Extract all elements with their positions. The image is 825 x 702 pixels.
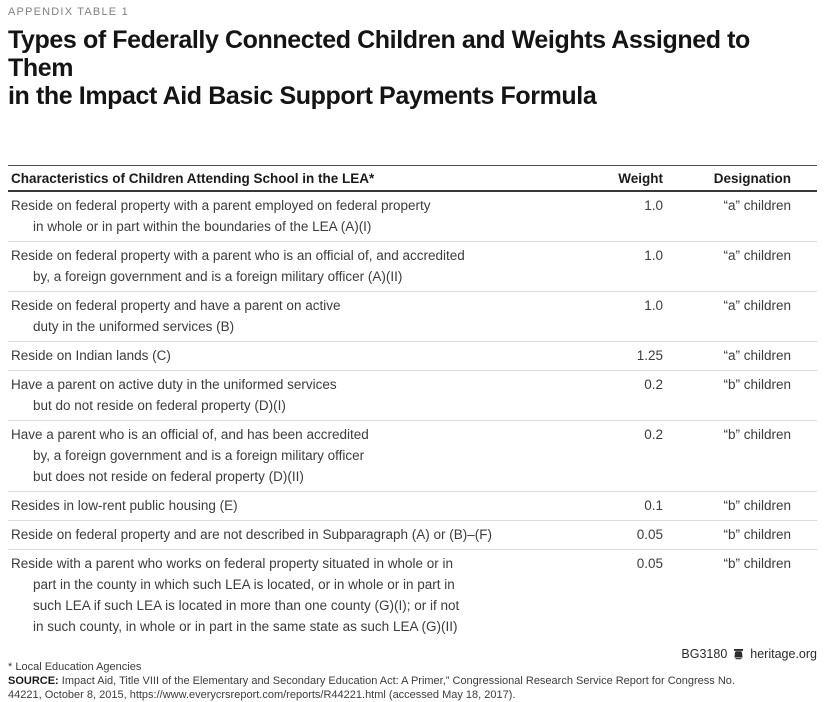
weight-value: 1.0 [573,295,663,337]
characteristic-line: Resides in low-rent public housing (E) [11,495,573,516]
characteristic-line: by, a foreign government and is a foreig… [11,266,573,287]
characteristic-cell: Reside with a parent who works on federa… [8,553,573,637]
characteristic-line: Reside with a parent who works on federa… [11,553,573,574]
characteristic-cell: Have a parent who is an official of, and… [8,424,573,487]
footnotes: * Local Education Agencies SOURCE: Impac… [8,661,817,702]
characteristic-cell: Reside on Indian lands (C) [8,345,573,366]
characteristic-line: but does not reside on federal property … [11,466,573,487]
characteristic-line: Reside on federal property with a parent… [11,245,573,266]
characteristic-line: duty in the uniformed services (B) [11,316,573,337]
characteristic-line: Reside on federal property and are not d… [11,524,573,545]
weight-value: 0.05 [573,553,663,637]
table-header-row: Characteristics of Children Attending Sc… [8,165,817,192]
table-row: Reside on federal property with a parent… [8,242,817,292]
site-name: heritage.org [750,647,817,661]
page-title-line-1: Types of Federally Connected Children an… [8,26,817,82]
weight-value: 0.05 [573,524,663,545]
table-row: Reside on Indian lands (C)1.25“a” childr… [8,342,817,371]
table-body: Reside on federal property with a parent… [8,192,817,641]
weights-table: Characteristics of Children Attending Sc… [8,165,817,641]
designation-value: “a” children [663,195,817,237]
table-row: Reside on federal property and have a pa… [8,292,817,342]
weight-value: 0.2 [573,424,663,487]
characteristic-line: part in the county in which such LEA is … [11,574,573,595]
designation-value: “b” children [663,424,817,487]
weight-value: 1.0 [573,245,663,287]
table-row: Have a parent on active duty in the unif… [8,371,817,421]
source-label: SOURCE: [8,675,59,687]
source-footnote: SOURCE: Impact Aid, Title VIII of the El… [8,675,817,702]
characteristic-line: Reside on federal property and have a pa… [11,295,573,316]
designation-value: “b” children [663,553,817,637]
weight-value: 1.0 [573,195,663,237]
designation-value: “a” children [663,295,817,337]
table-row: Have a parent who is an official of, and… [8,421,817,492]
designation-value: “b” children [663,524,817,545]
table-row: Resides in low-rent public housing (E)0.… [8,492,817,521]
liberty-bell-icon [732,648,745,661]
characteristic-line: in such county, in whole or in part in t… [11,616,573,637]
publication-credit: BG3180 heritage.org [681,647,817,661]
characteristic-cell: Reside on federal property with a parent… [8,245,573,287]
characteristic-line: Have a parent who is an official of, and… [11,424,573,445]
table-row: Reside on federal property and are not d… [8,521,817,550]
column-header-weight: Weight [573,171,663,186]
characteristic-line: Have a parent on active duty in the unif… [11,374,573,395]
characteristic-cell: Reside on federal property with a parent… [8,195,573,237]
characteristic-cell: Have a parent on active duty in the unif… [8,374,573,416]
report-id: BG3180 [681,647,727,661]
characteristic-line: in whole or in part within the boundarie… [11,216,573,237]
designation-value: “b” children [663,374,817,416]
column-header-characteristics: Characteristics of Children Attending Sc… [8,171,573,186]
characteristic-line: but do not reside on federal property (D… [11,395,573,416]
characteristic-cell: Resides in low-rent public housing (E) [8,495,573,516]
characteristic-cell: Reside on federal property and are not d… [8,524,573,545]
characteristic-line: such LEA if such LEA is located in more … [11,595,573,616]
source-text-line-2: 44221, October 8, 2015, https://www.ever… [8,689,817,702]
weight-value: 0.2 [573,374,663,416]
page-title: Types of Federally Connected Children an… [8,26,817,110]
designation-value: “a” children [663,245,817,287]
characteristic-line: Reside on federal property with a parent… [11,195,573,216]
characteristic-line: Reside on Indian lands (C) [11,345,573,366]
appendix-label: APPENDIX TABLE 1 [8,6,817,18]
weight-value: 1.25 [573,345,663,366]
column-header-designation: Designation [663,171,817,186]
table-row: Reside on federal property with a parent… [8,192,817,242]
characteristic-cell: Reside on federal property and have a pa… [8,295,573,337]
designation-value: “a” children [663,345,817,366]
characteristic-line: by, a foreign government and is a foreig… [11,445,573,466]
designation-value: “b” children [663,495,817,516]
table-row: Reside with a parent who works on federa… [8,550,817,641]
source-text-line-1: Impact Aid, Title VIII of the Elementary… [62,675,735,687]
weight-value: 0.1 [573,495,663,516]
page-title-line-2: in the Impact Aid Basic Support Payments… [8,82,817,110]
